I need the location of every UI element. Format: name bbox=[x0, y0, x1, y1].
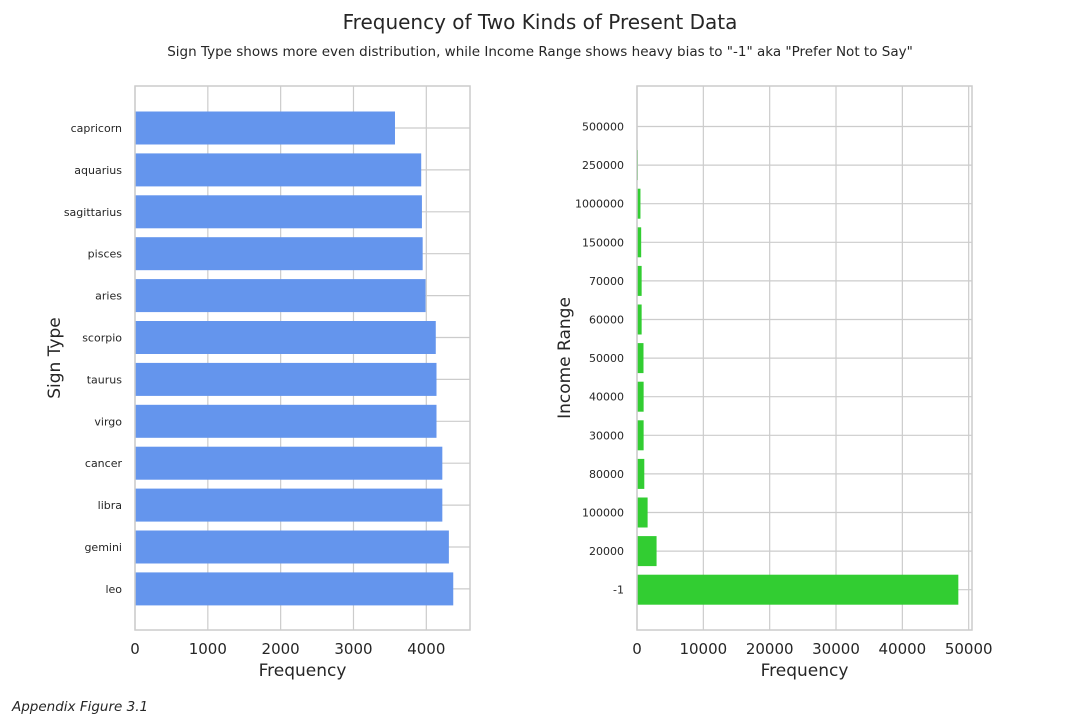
x-tick-label: 20000 bbox=[746, 640, 794, 658]
bar-virgo bbox=[135, 404, 437, 438]
x-tick-label: 30000 bbox=[812, 640, 860, 658]
y-tick-label: 150000 bbox=[582, 236, 624, 249]
chart-subtitle: Sign Type shows more even distribution, … bbox=[167, 44, 913, 60]
bar-aquarius bbox=[135, 153, 422, 187]
y-tick-label: gemini bbox=[84, 541, 122, 554]
bar-sagittarius bbox=[135, 195, 422, 229]
y-tick-label: 500000 bbox=[582, 121, 624, 134]
x-tick-label: 10000 bbox=[679, 640, 727, 658]
axes-frame bbox=[134, 85, 471, 631]
bar-scorpio bbox=[135, 321, 436, 354]
y-axis-label: Income Range bbox=[555, 297, 575, 419]
x-axis-label: Frequency bbox=[259, 661, 347, 681]
bar-aries bbox=[135, 279, 426, 313]
y-tick-label: aquarius bbox=[74, 164, 122, 177]
y-tick-label: 80000 bbox=[589, 468, 624, 481]
bar-leo bbox=[135, 572, 454, 606]
x-tick-label: 0 bbox=[130, 640, 140, 658]
y-tick-label: scorpio bbox=[82, 332, 122, 345]
bar-150000 bbox=[637, 227, 642, 258]
y-tick-label: 20000 bbox=[589, 545, 624, 558]
figure-caption: Appendix Figure 3.1 bbox=[12, 699, 149, 715]
chart-panel-2: 0 10000 20000 30000 40000 50000 500000 250000 10… bbox=[555, 85, 993, 681]
x-tick-label: 1000 bbox=[189, 640, 227, 658]
bar-20000 bbox=[637, 536, 657, 567]
bar-60000 bbox=[637, 304, 642, 335]
bar-30000 bbox=[637, 420, 644, 451]
bar-40000 bbox=[637, 381, 644, 412]
y-tick-label: aries bbox=[95, 290, 122, 303]
bar-1000000 bbox=[637, 188, 641, 219]
bar-70000 bbox=[637, 265, 642, 296]
x-tick-label: 0 bbox=[632, 640, 642, 658]
bar-gemini bbox=[135, 530, 449, 564]
bar-taurus bbox=[135, 362, 437, 396]
x-tick-label: 50000 bbox=[945, 640, 993, 658]
bar--1 bbox=[637, 574, 959, 605]
bar-pisces bbox=[135, 237, 423, 271]
chart-panel-1: 0 1000 2000 3000 4000 capricorn aquarius sagitt… bbox=[45, 85, 471, 681]
y-tick-label: taurus bbox=[87, 373, 123, 386]
y-tick-label: -1 bbox=[613, 584, 624, 597]
x-tick-label: 4000 bbox=[407, 640, 445, 658]
y-tick-label: virgo bbox=[94, 415, 122, 428]
y-tick-label: capricorn bbox=[71, 122, 122, 135]
x-tick-label: 3000 bbox=[334, 640, 372, 658]
bar-80000 bbox=[637, 458, 645, 489]
y-tick-label: 40000 bbox=[589, 391, 624, 404]
y-tick-label: libra bbox=[98, 499, 122, 512]
y-tick-label: 250000 bbox=[582, 159, 624, 172]
y-tick-label: 1000000 bbox=[575, 198, 624, 211]
y-tick-label: cancer bbox=[85, 457, 123, 470]
x-tick-label: 2000 bbox=[262, 640, 300, 658]
y-tick-label: 30000 bbox=[589, 429, 624, 442]
bar-100000 bbox=[637, 497, 648, 528]
y-tick-label: 60000 bbox=[589, 314, 624, 327]
y-tick-label: 50000 bbox=[589, 352, 624, 365]
y-axis-label: Sign Type bbox=[45, 317, 65, 399]
y-tick-label: 70000 bbox=[589, 275, 624, 288]
bar-50000 bbox=[637, 343, 644, 374]
y-tick-label: pisces bbox=[88, 248, 123, 261]
x-axis-label: Frequency bbox=[761, 661, 849, 681]
bar-cancer bbox=[135, 446, 443, 480]
axes-frame bbox=[636, 85, 973, 631]
y-tick-label: 100000 bbox=[582, 507, 624, 520]
chart-title: Frequency of Two Kinds of Present Data bbox=[342, 10, 738, 34]
y-tick-label: sagittarius bbox=[64, 206, 122, 219]
bar-libra bbox=[135, 488, 443, 522]
y-tick-label: leo bbox=[105, 583, 122, 596]
bar-capricorn bbox=[135, 111, 395, 145]
x-tick-label: 40000 bbox=[878, 640, 926, 658]
